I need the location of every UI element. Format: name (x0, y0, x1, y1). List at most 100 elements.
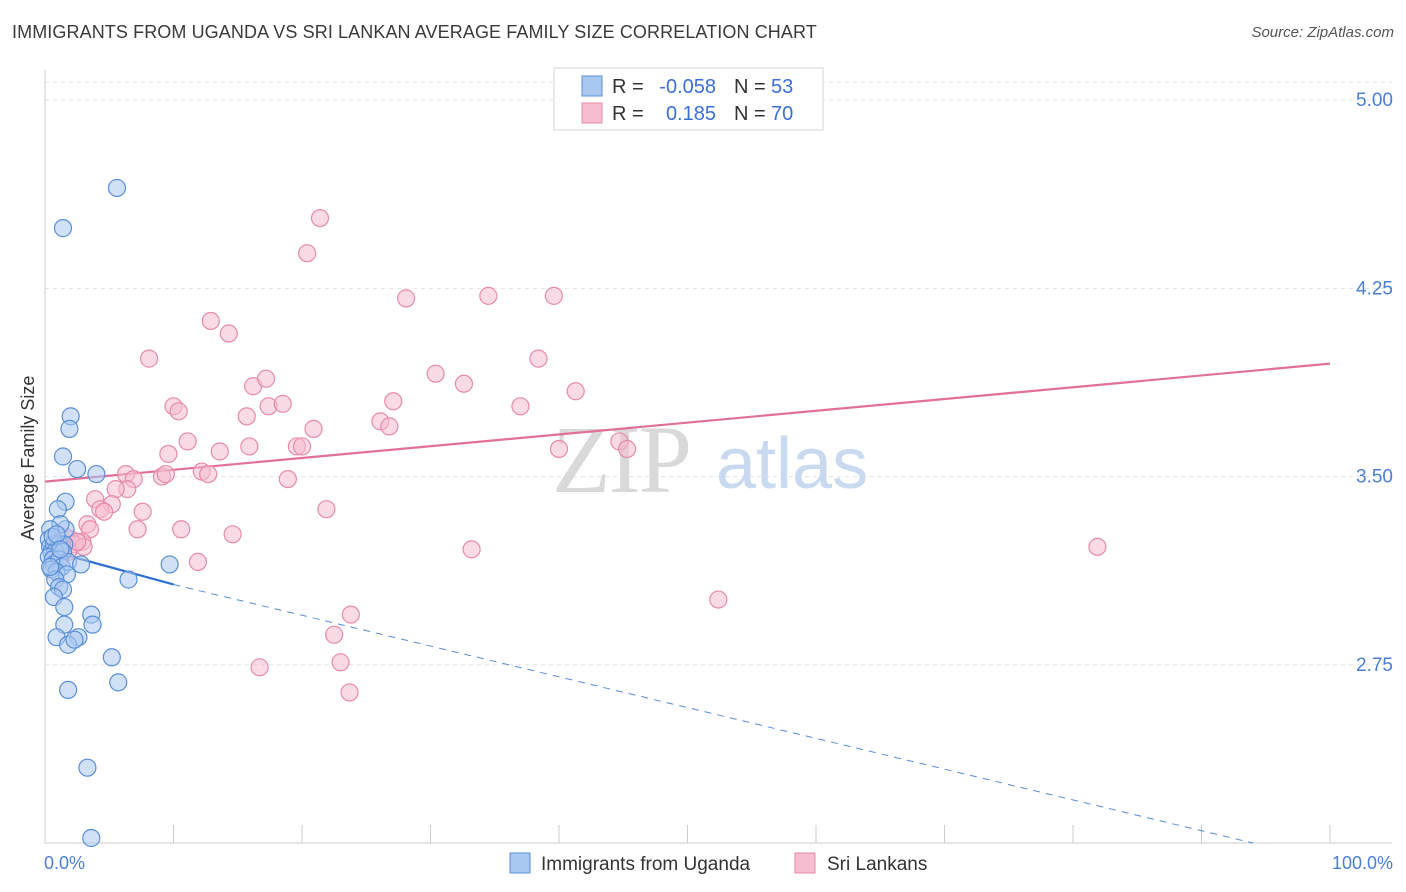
point-srilanka-11 (256, 369, 276, 388)
legend-r-value-uganda: -0.058 (659, 76, 716, 98)
point-uganda-52 (41, 557, 60, 577)
point-srilanka-39 (278, 469, 297, 489)
point-uganda-8 (48, 500, 67, 519)
legend-n-label-srilanka: N = (734, 103, 766, 125)
point-uganda-26 (71, 555, 91, 574)
trend-line-srilanka (44, 362, 1331, 483)
point-uganda-51 (51, 540, 70, 559)
point-srilanka-7 (139, 349, 159, 368)
legend-n-value-uganda: 53 (771, 76, 793, 98)
correlation-legend: R = -0.058 N = 53 R = 0.185 N = 70 (553, 67, 824, 131)
point-srilanka-12 (454, 374, 474, 393)
point-srilanka-14 (384, 392, 403, 411)
point-uganda-42 (102, 648, 121, 667)
point-uganda-44 (109, 673, 128, 692)
point-srilanka-24 (178, 432, 197, 451)
y-tick-labels: 2.75 3.50 4.25 5.00 (1356, 90, 1393, 676)
point-srilanka-2 (396, 289, 416, 308)
data-points (39, 178, 1107, 848)
point-uganda-3 (60, 419, 79, 438)
y-tick-label-1: 3.50 (1356, 467, 1393, 488)
legend-swatch-srilanka (581, 102, 603, 124)
legend-n-value-srilanka: 70 (771, 103, 793, 125)
point-uganda-47 (160, 555, 179, 574)
point-srilanka-3 (479, 286, 498, 305)
point-srilanka-38 (156, 464, 175, 484)
legend-n-label-uganda: N = (734, 76, 766, 98)
legend-swatch-uganda (581, 75, 603, 97)
trend-line-uganda-extrapolated (173, 584, 1254, 844)
x-tick-labels: 0.0% 100.0% (44, 853, 1393, 873)
point-srilanka-41 (106, 480, 125, 499)
point-srilanka-29 (210, 442, 229, 461)
y-tick-label-0: 2.75 (1356, 655, 1393, 676)
point-srilanka-66 (340, 683, 359, 702)
point-srilanka-59 (1088, 537, 1107, 556)
point-srilanka-20 (237, 407, 256, 426)
point-uganda-50 (47, 525, 66, 544)
point-srilanka-4 (544, 286, 563, 305)
point-uganda-45 (78, 758, 97, 777)
point-srilanka-45 (317, 500, 336, 519)
point-srilanka-18 (511, 397, 530, 416)
point-srilanka-46 (133, 502, 152, 521)
x-tick-label-1: 100.0% (1332, 853, 1393, 873)
y-tick-label-3: 5.00 (1356, 90, 1393, 111)
point-srilanka-0 (310, 208, 330, 228)
point-srilanka-31 (549, 439, 569, 459)
x-tick-label-0: 0.0% (44, 853, 85, 873)
watermark-atlas: atlas (716, 424, 868, 504)
point-uganda-0 (107, 178, 127, 198)
point-uganda-1 (53, 219, 73, 238)
point-srilanka-23 (304, 419, 323, 438)
point-srilanka-58 (462, 540, 481, 559)
point-srilanka-19 (169, 402, 188, 421)
legend-r-value-srilanka: 0.185 (666, 103, 716, 125)
series-legend: Immigrants from Uganda Sri Lankans (509, 852, 927, 875)
point-srilanka-9 (426, 364, 445, 383)
point-uganda-6 (68, 459, 87, 479)
point-uganda-46 (82, 828, 101, 848)
point-uganda-43 (59, 680, 78, 700)
point-srilanka-8 (529, 349, 548, 368)
series-legend-label-srilanka: Sri Lankans (827, 854, 927, 875)
point-srilanka-5 (201, 311, 220, 331)
point-srilanka-6 (219, 324, 238, 343)
point-srilanka-13 (566, 382, 585, 401)
point-srilanka-47 (95, 502, 114, 521)
point-srilanka-61 (709, 590, 728, 609)
point-srilanka-62 (341, 605, 360, 624)
point-uganda-37 (83, 615, 102, 634)
point-uganda-4 (53, 447, 73, 466)
watermark-zip: ZIP (552, 406, 690, 513)
point-srilanka-25 (240, 437, 259, 456)
point-srilanka-52 (223, 525, 242, 544)
y-axis-label: Average Family Size (18, 376, 38, 541)
point-srilanka-30 (292, 437, 312, 456)
point-srilanka-22 (380, 417, 399, 436)
point-uganda-41 (65, 630, 84, 649)
watermark: ZIP atlas (552, 406, 868, 513)
point-uganda-34 (55, 597, 74, 617)
axes (44, 70, 1392, 844)
point-srilanka-51 (128, 520, 147, 539)
point-srilanka-63 (325, 625, 344, 644)
point-srilanka-36 (199, 464, 218, 484)
legend-r-label-srilanka: R = (612, 103, 644, 125)
chart-source: Source: ZipAtlas.com (1251, 24, 1394, 41)
point-srilanka-17 (273, 394, 292, 413)
y-tick-label-2: 4.25 (1356, 278, 1393, 299)
series-legend-swatch-srilanka (794, 852, 816, 874)
point-uganda-5 (87, 464, 106, 484)
grid-lines (45, 81, 1392, 666)
series-legend-label-uganda: Immigrants from Uganda (541, 854, 751, 875)
series-legend-swatch-uganda (509, 852, 531, 874)
point-srilanka-1 (298, 244, 317, 263)
point-srilanka-32 (159, 444, 178, 464)
point-srilanka-64 (331, 653, 350, 672)
point-srilanka-60 (188, 552, 208, 572)
point-uganda-48 (119, 570, 138, 589)
point-srilanka-28 (618, 439, 637, 459)
point-srilanka-50 (172, 520, 191, 539)
